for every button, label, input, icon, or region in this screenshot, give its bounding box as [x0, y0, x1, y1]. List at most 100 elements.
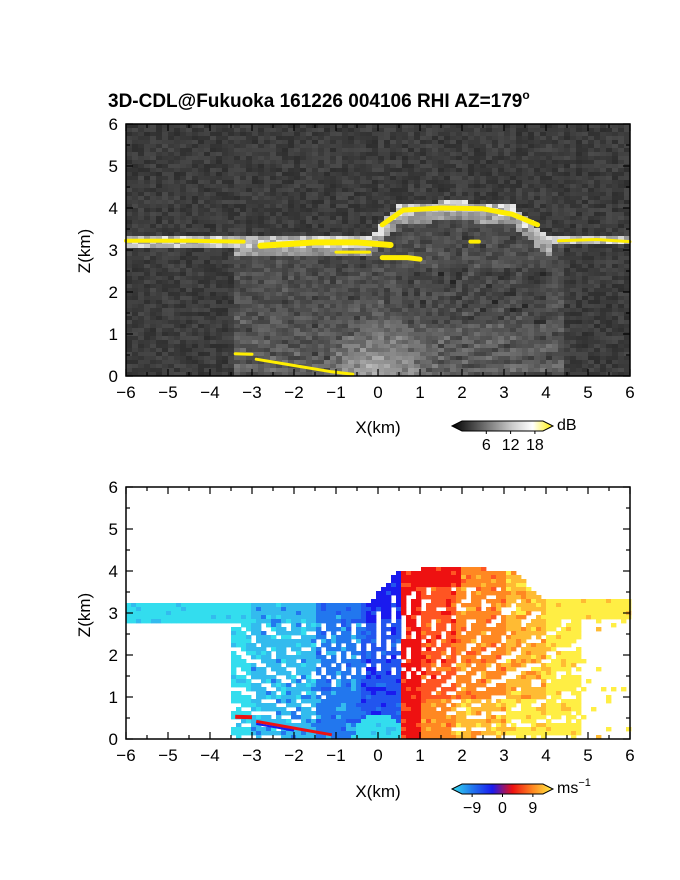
- snr-cell: [600, 156, 607, 161]
- snr-cell: [144, 208, 151, 213]
- snr-cell: [240, 208, 247, 213]
- snr-cell: [138, 360, 145, 365]
- snr-cell: [144, 136, 151, 141]
- snr-cell: [306, 268, 313, 273]
- snr-cell: [372, 168, 379, 173]
- snr-cell: [600, 228, 607, 233]
- snr-cell: [228, 256, 235, 261]
- snr-cell: [426, 300, 433, 305]
- snr-cell: [390, 264, 397, 269]
- snr-cell: [336, 124, 343, 129]
- snr-cell: [414, 248, 421, 253]
- snr-cell: [264, 172, 271, 177]
- snr-cell: [522, 300, 529, 305]
- snr-cell: [498, 184, 505, 189]
- snr-cell: [270, 184, 277, 189]
- snr-cell: [360, 312, 367, 317]
- snr-cell: [528, 252, 535, 257]
- snr-cell: [462, 200, 469, 205]
- snr-cell: [300, 244, 307, 249]
- snr-cell: [210, 176, 217, 181]
- snr-cell: [222, 340, 229, 345]
- snr-cell: [354, 212, 361, 217]
- snr-cell: [186, 284, 193, 289]
- snr-cell: [594, 328, 601, 333]
- snr-cell: [582, 232, 589, 237]
- snr-cell: [366, 304, 373, 309]
- snr-cell: [486, 352, 493, 357]
- snr-cell: [216, 276, 223, 281]
- snr-cell: [468, 136, 475, 141]
- snr-cell: [324, 128, 331, 133]
- snr-cell: [246, 192, 253, 197]
- snr-cell: [276, 176, 283, 181]
- snr-cell: [366, 352, 373, 357]
- snr-cell: [504, 280, 511, 285]
- snr-cell: [420, 132, 427, 137]
- snr-cell: [372, 228, 379, 233]
- snr-cell: [438, 152, 445, 157]
- snr-cell: [312, 288, 319, 293]
- snr-cell: [474, 256, 481, 261]
- snr-cell: [348, 324, 355, 329]
- snr-cell: [216, 296, 223, 301]
- snr-cell: [576, 284, 583, 289]
- snr-cell: [234, 208, 241, 213]
- snr-cell: [582, 296, 589, 301]
- snr-cell: [132, 244, 139, 249]
- snr-cell: [420, 164, 427, 169]
- snr-cell: [204, 252, 211, 257]
- snr-cell: [174, 144, 181, 149]
- snr-cell: [228, 292, 235, 297]
- snr-cell: [270, 284, 277, 289]
- snr-cell: [528, 212, 535, 217]
- snr-cell: [228, 208, 235, 213]
- snr-cell: [198, 196, 205, 201]
- snr-cell: [588, 304, 595, 309]
- snr-cell: [192, 336, 199, 341]
- snr-cell: [252, 332, 259, 337]
- snr-cell: [168, 124, 175, 129]
- snr-cell: [126, 168, 133, 173]
- snr-cell: [162, 304, 169, 309]
- snr-cell: [522, 140, 529, 145]
- snr-cell: [528, 128, 535, 133]
- snr-cell: [216, 360, 223, 365]
- snr-cell: [324, 340, 331, 345]
- snr-cell: [330, 232, 337, 237]
- snr-cell: [138, 328, 145, 333]
- snr-cell: [432, 284, 439, 289]
- snr-cell: [216, 324, 223, 329]
- snr-cell: [588, 208, 595, 213]
- snr-cell: [192, 228, 199, 233]
- snr-cell: [480, 276, 487, 281]
- snr-cell: [264, 188, 271, 193]
- snr-cell: [618, 312, 625, 317]
- snr-cell: [264, 136, 271, 141]
- snr-cell: [246, 188, 253, 193]
- snr-cell: [588, 180, 595, 185]
- snr-cell: [624, 136, 631, 141]
- snr-cell: [132, 336, 139, 341]
- snr-cell: [438, 136, 445, 141]
- snr-cell: [582, 136, 589, 141]
- snr-cell: [228, 184, 235, 189]
- snr-cell: [576, 352, 583, 357]
- snr-cell: [330, 208, 337, 213]
- snr-cell: [330, 312, 337, 317]
- snr-cell: [516, 152, 523, 157]
- snr-cell: [432, 320, 439, 325]
- snr-cell: [594, 172, 601, 177]
- snr-cell: [270, 208, 277, 213]
- snr-cell: [294, 276, 301, 281]
- snr-cell: [300, 200, 307, 205]
- snr-cell: [306, 172, 313, 177]
- snr-cell: [474, 136, 481, 141]
- snr-cell: [318, 320, 325, 325]
- snr-cell: [498, 160, 505, 165]
- snr-cell: [264, 276, 271, 281]
- snr-cell: [444, 344, 451, 349]
- snr-cell: [534, 172, 541, 177]
- snr-cell: [294, 344, 301, 349]
- snr-cell: [558, 272, 565, 277]
